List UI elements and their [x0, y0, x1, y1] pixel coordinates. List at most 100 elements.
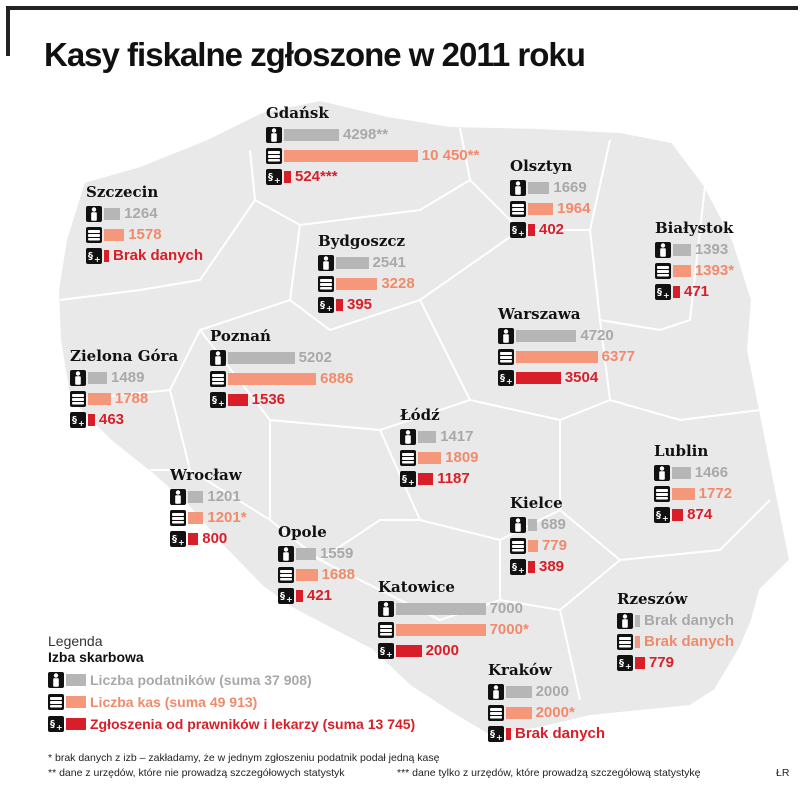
registers-bar — [418, 451, 442, 464]
taxpayers-bar — [418, 430, 437, 443]
taxpayers-row: 1669 — [510, 177, 591, 198]
legend-label-taxpayers: Liczba podatników (suma 37 908) — [90, 672, 312, 688]
city-zielona-gora: Zielona Góra 1489 1788 § +463 — [70, 347, 178, 430]
reports-value-label: 395 — [347, 296, 373, 313]
taxpayers-bar — [506, 685, 532, 698]
reports-value-label: 421 — [307, 587, 333, 604]
taxpayers-bar — [296, 547, 316, 560]
taxpayers-value-label: 1669 — [553, 179, 587, 196]
taxpayers-bar — [396, 602, 486, 615]
person-icon — [654, 464, 670, 481]
city-name: Katowice — [378, 578, 455, 596]
report-icon: § + — [210, 391, 226, 408]
person-icon — [378, 600, 394, 617]
registers-value-label: 6886 — [320, 370, 354, 387]
taxpayers-row: Brak danych — [617, 610, 734, 631]
city-name: Łódź — [400, 406, 440, 424]
register-icon — [170, 509, 186, 526]
reports-value-label: 463 — [99, 411, 125, 428]
city-bydgoszcz: Bydgoszcz 2541 3228 § +395 — [318, 232, 415, 315]
reports-row: § +800 — [170, 528, 247, 549]
reports-row: § +874 — [654, 504, 732, 525]
person-icon — [318, 254, 334, 271]
registers-value-label: 1809 — [445, 449, 479, 466]
register-icon — [510, 537, 526, 554]
person-icon — [498, 327, 514, 344]
registers-row: 7000* — [378, 619, 529, 640]
report-icon: § + — [278, 587, 294, 604]
person-icon — [210, 349, 226, 366]
svg-text:+: + — [326, 304, 333, 312]
registers-value-label: 10 450** — [421, 147, 480, 164]
city-name: Warszawa — [498, 305, 581, 323]
reports-value-label: 524*** — [295, 168, 338, 185]
register-icon — [378, 621, 394, 638]
reports-bar — [418, 472, 434, 485]
svg-text:+: + — [496, 733, 503, 741]
registers-bar — [673, 264, 691, 277]
legend-swatch-registers — [66, 696, 86, 708]
taxpayers-bar — [516, 329, 577, 342]
taxpayers-bar — [88, 371, 108, 384]
taxpayers-bar — [188, 490, 204, 503]
svg-text:+: + — [518, 566, 525, 574]
reports-bar — [336, 298, 343, 311]
registers-value-label: 1688 — [321, 566, 355, 583]
taxpayers-row: 1264 — [86, 203, 203, 224]
reports-bar — [104, 249, 109, 262]
svg-text:§: § — [657, 287, 662, 298]
city-name: Gdańsk — [266, 104, 329, 122]
reports-bar — [635, 656, 645, 669]
person-icon — [655, 241, 671, 258]
reports-bar — [284, 170, 291, 183]
city-warszawa: Warszawa 4720 6377 § +3504 — [498, 305, 635, 388]
registers-bar — [228, 372, 317, 385]
city-lublin: Lublin 1466 1772 § +874 — [654, 442, 732, 525]
reports-row: § + Brak danych — [488, 723, 605, 744]
registers-value-label: 6377 — [601, 348, 635, 365]
legend-item-reports: § + Zgłoszenia od prawników i lekarzy (su… — [48, 713, 415, 735]
legend-swatch-taxpayers — [66, 674, 86, 686]
taxpayers-value-label: 2541 — [372, 254, 406, 271]
svg-text:+: + — [274, 176, 281, 184]
reports-value-label: 800 — [202, 530, 228, 547]
svg-text:+: + — [218, 399, 225, 407]
registers-row: 1772 — [654, 483, 732, 504]
reports-bar — [528, 223, 535, 236]
city-name: Poznań — [210, 327, 271, 345]
registers-row: 6886 — [210, 368, 354, 389]
report-icon: § + — [654, 506, 670, 523]
taxpayers-value-label: 689 — [540, 516, 566, 533]
legend: Legenda Izba skarbowa Liczba podatników … — [48, 633, 415, 735]
svg-text:+: + — [178, 538, 185, 546]
svg-text:§: § — [619, 658, 624, 669]
reports-value-label: Brak danych — [113, 247, 204, 264]
report-icon: § + — [617, 654, 633, 671]
report-icon: § + — [510, 558, 526, 575]
person-icon — [510, 516, 526, 533]
city-kielce: Kielce 689 779 § +389 — [510, 494, 567, 577]
registers-row: 779 — [510, 535, 567, 556]
reports-bar — [516, 371, 561, 384]
reports-row: § +402 — [510, 219, 591, 240]
reports-row: § +779 — [617, 652, 734, 673]
legend-label-registers: Liczba kas (suma 49 913) — [90, 694, 258, 710]
register-icon — [278, 566, 294, 583]
svg-text:+: + — [625, 662, 632, 670]
reports-value-label: 1187 — [437, 470, 470, 487]
person-icon — [617, 612, 633, 629]
registers-bar — [188, 511, 204, 524]
frame-left-rule — [6, 6, 10, 56]
register-icon — [400, 449, 416, 466]
svg-text:§: § — [512, 225, 517, 236]
taxpayers-bar — [528, 518, 537, 531]
registers-row: 3228 — [318, 273, 415, 294]
legend-item-taxpayers: Liczba podatników (suma 37 908) — [48, 669, 415, 691]
taxpayers-bar — [635, 614, 640, 627]
registers-value-label: 779 — [541, 537, 567, 554]
person-icon — [278, 545, 294, 562]
footnote-3: *** dane tylko z urzędów, które prowadzą… — [397, 767, 701, 779]
registers-row: 1964 — [510, 198, 591, 219]
reports-row: § +3504 — [498, 367, 635, 388]
